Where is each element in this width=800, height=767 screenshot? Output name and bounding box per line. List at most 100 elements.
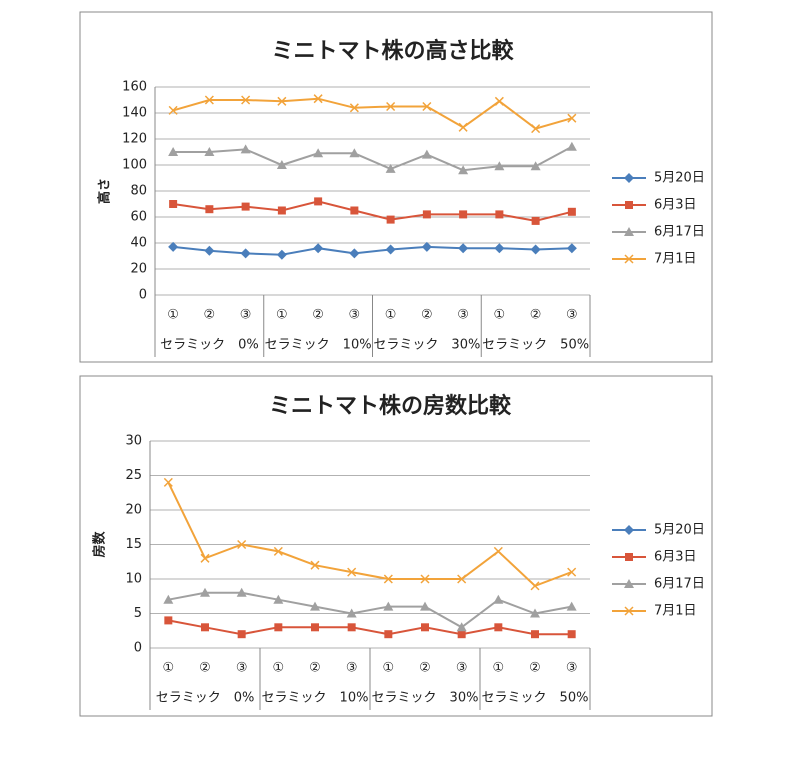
x-tick-label: ③: [349, 308, 361, 323]
marker: [422, 101, 432, 112]
x-tick-label: ②: [421, 308, 433, 323]
marker: [458, 243, 469, 254]
marker: [494, 96, 504, 106]
y-tick-label: 140: [122, 106, 147, 121]
marker: [313, 148, 324, 158]
group-label: セラミック 30%: [373, 338, 480, 353]
x-tick-label: ③: [457, 308, 469, 323]
x-tick-label: ②: [529, 661, 541, 676]
marker: [310, 560, 320, 570]
marker: [204, 245, 215, 256]
marker: [240, 144, 251, 154]
marker: [457, 630, 466, 639]
y-tick-label: 160: [122, 80, 147, 95]
marker: [164, 616, 173, 625]
marker: [163, 477, 173, 487]
x-tick-label: ②: [204, 308, 216, 323]
group-label: セラミック 0%: [156, 691, 255, 706]
marker: [494, 623, 503, 632]
marker: [567, 207, 576, 216]
x-tick-label: ①: [276, 308, 288, 323]
x-tick-label: ③: [566, 308, 578, 323]
marker: [625, 553, 633, 561]
x-tick-label: ②: [199, 661, 211, 676]
group-label: セラミック 0%: [160, 338, 259, 353]
marker: [567, 567, 577, 577]
x-tick-label: ③: [236, 661, 248, 676]
series-line: [172, 200, 573, 222]
marker: [530, 608, 540, 618]
x-tick-label: ②: [312, 308, 324, 323]
marker: [457, 574, 467, 584]
y-tick-label: 10: [125, 572, 142, 587]
marker: [236, 587, 247, 597]
marker: [168, 147, 179, 156]
series-line: [168, 591, 572, 629]
group-label: セラミック 10%: [265, 338, 372, 353]
marker: [421, 623, 429, 632]
group-label: セラミック 50%: [482, 338, 589, 353]
marker: [349, 248, 360, 259]
marker: [237, 539, 247, 550]
marker: [493, 594, 504, 604]
marker: [349, 103, 359, 113]
legend-label: 6月17日: [654, 225, 705, 240]
marker: [386, 215, 395, 224]
x-tick-label: ③: [346, 661, 358, 676]
y-tick-label: 15: [125, 537, 142, 552]
marker: [347, 623, 356, 632]
marker: [567, 630, 576, 639]
legend-label: 6月17日: [654, 577, 705, 592]
y-tick-label: 5: [134, 606, 142, 621]
marker: [531, 124, 541, 134]
marker: [422, 210, 431, 219]
marker: [530, 161, 541, 171]
marker: [314, 197, 323, 206]
x-tick-label: ①: [273, 661, 285, 676]
marker: [567, 113, 577, 123]
marker: [624, 525, 634, 535]
marker: [205, 205, 214, 214]
marker: [274, 623, 283, 632]
marker: [241, 95, 251, 105]
x-tick-label: ③: [240, 308, 252, 323]
y-tick-label: 40: [130, 236, 147, 251]
series-line: [173, 145, 573, 172]
x-tick-label: ①: [167, 308, 179, 323]
marker: [625, 201, 633, 209]
series-line: [172, 97, 573, 130]
marker: [624, 254, 634, 264]
marker: [310, 601, 320, 611]
group-label: セラミック 30%: [372, 691, 479, 706]
legend-label: 5月20日: [654, 171, 705, 186]
x-tick-label: ①: [494, 308, 506, 323]
marker: [421, 149, 432, 159]
legend-label: 6月3日: [654, 198, 697, 213]
marker: [459, 210, 468, 219]
marker: [420, 601, 430, 611]
y-tick-label: 0: [134, 641, 142, 656]
x-tick-label: ①: [493, 661, 505, 676]
y-tick-label: 20: [125, 503, 142, 518]
marker: [385, 163, 396, 173]
x-tick-label: ①: [163, 661, 175, 676]
marker: [237, 630, 246, 639]
marker: [383, 601, 394, 611]
x-tick-label: ③: [566, 661, 578, 676]
marker: [204, 147, 215, 156]
marker: [200, 553, 210, 563]
group-label: セラミック 50%: [482, 691, 589, 706]
y-tick-label: 25: [125, 468, 142, 483]
group-label: セラミック 10%: [262, 691, 369, 706]
marker: [276, 160, 287, 169]
marker: [624, 173, 634, 183]
y-tick-label: 60: [130, 210, 147, 225]
series-line: [168, 619, 572, 636]
marker: [566, 243, 577, 254]
marker: [163, 594, 174, 604]
x-tick-label: ①: [385, 308, 397, 323]
marker: [313, 94, 323, 104]
